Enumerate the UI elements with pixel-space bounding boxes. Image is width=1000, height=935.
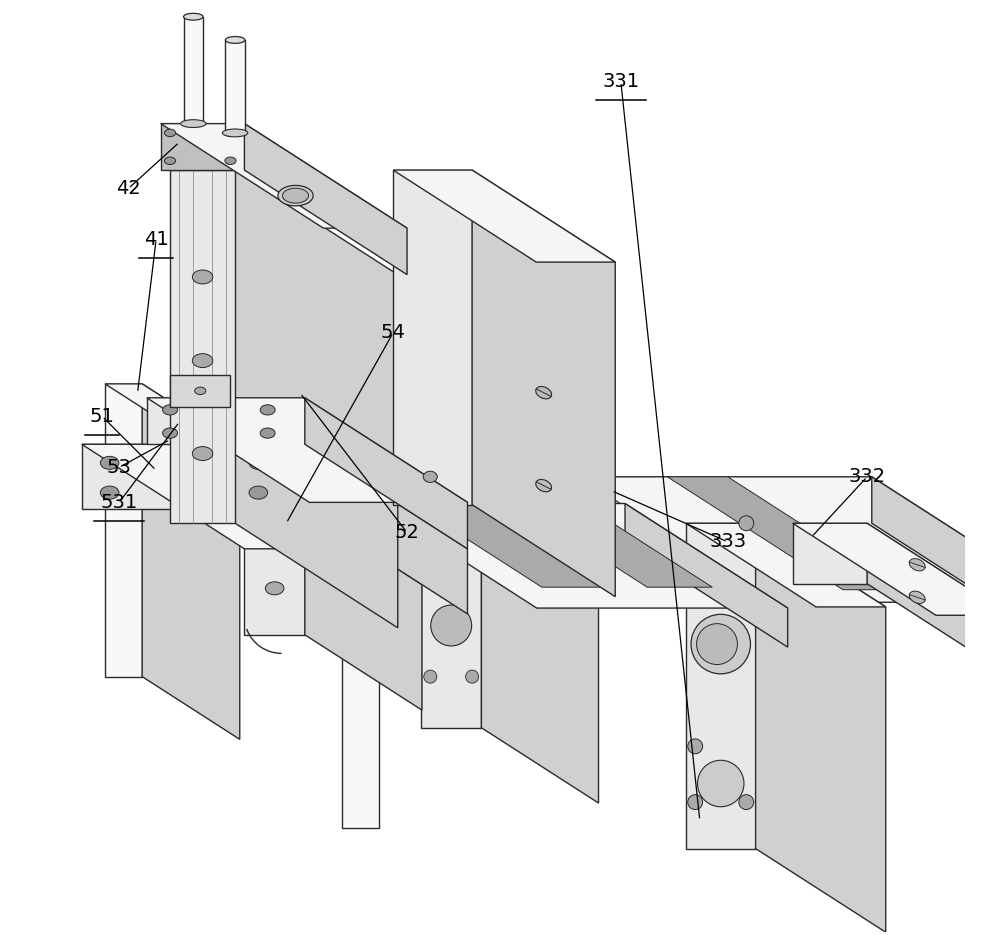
Ellipse shape — [265, 582, 284, 595]
Circle shape — [691, 614, 750, 674]
Polygon shape — [686, 524, 886, 607]
Ellipse shape — [423, 471, 437, 482]
Text: 54: 54 — [381, 324, 406, 342]
Polygon shape — [872, 477, 1000, 649]
Circle shape — [466, 670, 479, 683]
Ellipse shape — [225, 129, 236, 137]
Polygon shape — [244, 510, 305, 635]
Ellipse shape — [278, 185, 313, 206]
Ellipse shape — [909, 591, 925, 603]
Ellipse shape — [265, 517, 284, 530]
Polygon shape — [82, 444, 305, 510]
Text: 53: 53 — [106, 458, 131, 477]
Polygon shape — [105, 384, 240, 447]
Polygon shape — [286, 477, 1000, 602]
Text: 331: 331 — [602, 72, 639, 92]
Ellipse shape — [536, 480, 552, 492]
Ellipse shape — [181, 120, 206, 127]
Ellipse shape — [195, 387, 206, 395]
Polygon shape — [142, 384, 240, 740]
Polygon shape — [235, 170, 398, 627]
Ellipse shape — [225, 36, 245, 43]
Polygon shape — [105, 384, 142, 677]
Ellipse shape — [163, 428, 177, 439]
Polygon shape — [170, 375, 230, 407]
Polygon shape — [147, 397, 305, 444]
Polygon shape — [421, 524, 481, 727]
Ellipse shape — [967, 628, 982, 640]
Circle shape — [424, 540, 437, 553]
Polygon shape — [867, 524, 1000, 676]
Polygon shape — [374, 504, 788, 608]
Polygon shape — [374, 504, 625, 542]
Ellipse shape — [184, 13, 203, 21]
Polygon shape — [667, 477, 903, 590]
Ellipse shape — [283, 188, 309, 203]
Polygon shape — [756, 524, 886, 932]
Text: 332: 332 — [849, 468, 886, 486]
Polygon shape — [412, 504, 607, 587]
Polygon shape — [161, 123, 407, 228]
Polygon shape — [286, 477, 872, 524]
Polygon shape — [370, 477, 606, 590]
Polygon shape — [342, 544, 379, 827]
Polygon shape — [625, 504, 788, 647]
Ellipse shape — [536, 386, 552, 399]
Polygon shape — [393, 170, 472, 505]
Ellipse shape — [260, 428, 275, 439]
Ellipse shape — [164, 157, 176, 165]
Ellipse shape — [192, 270, 213, 284]
Polygon shape — [472, 170, 615, 597]
Ellipse shape — [222, 129, 248, 137]
Ellipse shape — [192, 447, 213, 461]
Polygon shape — [82, 444, 467, 549]
Circle shape — [431, 605, 472, 646]
Polygon shape — [517, 504, 712, 587]
Text: 531: 531 — [100, 494, 138, 512]
Ellipse shape — [909, 558, 925, 571]
Polygon shape — [793, 524, 867, 583]
Text: 52: 52 — [395, 523, 419, 542]
Polygon shape — [519, 477, 755, 590]
Ellipse shape — [249, 456, 268, 469]
Polygon shape — [170, 170, 235, 524]
Polygon shape — [161, 123, 244, 170]
Text: 42: 42 — [116, 180, 141, 198]
Polygon shape — [184, 17, 203, 123]
Polygon shape — [421, 524, 599, 598]
Ellipse shape — [192, 353, 213, 367]
Text: 41: 41 — [144, 230, 168, 250]
Text: 333: 333 — [709, 532, 746, 552]
Polygon shape — [225, 40, 245, 133]
Ellipse shape — [100, 486, 119, 499]
Ellipse shape — [164, 129, 176, 137]
Polygon shape — [244, 123, 407, 275]
Circle shape — [424, 670, 437, 683]
Polygon shape — [481, 524, 599, 803]
Polygon shape — [793, 524, 1000, 615]
Circle shape — [739, 795, 754, 810]
Polygon shape — [305, 397, 467, 549]
Circle shape — [739, 516, 754, 531]
Ellipse shape — [100, 456, 119, 469]
Circle shape — [688, 795, 703, 810]
Circle shape — [688, 739, 703, 754]
Ellipse shape — [225, 157, 236, 165]
Polygon shape — [305, 444, 467, 614]
Circle shape — [698, 760, 744, 807]
Polygon shape — [305, 510, 422, 710]
Ellipse shape — [163, 405, 177, 415]
Polygon shape — [686, 524, 756, 849]
Polygon shape — [393, 170, 615, 262]
Polygon shape — [370, 505, 463, 551]
Ellipse shape — [967, 596, 982, 608]
Circle shape — [697, 624, 737, 665]
Ellipse shape — [260, 405, 275, 415]
Text: 51: 51 — [90, 407, 115, 425]
Polygon shape — [147, 397, 467, 502]
Ellipse shape — [249, 486, 268, 499]
